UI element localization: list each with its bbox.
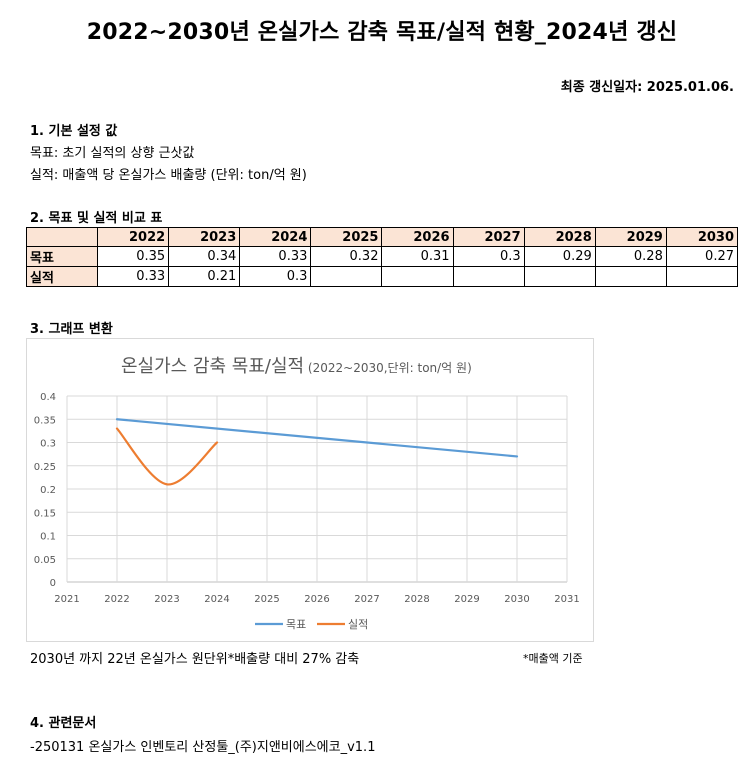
year-header: 2022 xyxy=(97,227,170,247)
target-definition: 목표: 초기 실적의 상향 근삿값 xyxy=(30,146,195,161)
table-cell: 0.28 xyxy=(594,246,667,267)
year-header: 2028 xyxy=(523,227,596,247)
table-cell xyxy=(594,266,667,287)
x-tick-label: 2028 xyxy=(404,594,429,605)
reduction-note: 2030년 까지 22년 온실가스 원단위*배출량 대비 27% 감축 xyxy=(30,652,360,667)
legend-label: 목표 xyxy=(286,618,306,631)
y-tick-label: 0.1 xyxy=(40,532,56,543)
table-cell xyxy=(452,266,525,287)
x-tick-label: 2029 xyxy=(454,594,479,605)
table-corner-cell xyxy=(25,227,99,247)
x-tick-label: 2031 xyxy=(554,594,579,605)
comparison-table: 2022 2023 2024 2025 2026 2027 2028 2029 … xyxy=(25,227,739,287)
x-tick-label: 2030 xyxy=(504,594,529,605)
series-line-actual xyxy=(115,427,219,486)
table-cell: 0.3 xyxy=(452,246,525,267)
chart-area: 온실가스 감축 목표/실적 (2022~2030,단위: ton/억 원) 0 0.… xyxy=(26,338,594,642)
series-line-target xyxy=(115,418,519,458)
chart-title: 온실가스 감축 목표/실적 (2022~2030,단위: ton/억 원) xyxy=(121,356,472,377)
x-tick-label: 2027 xyxy=(354,594,379,605)
actual-definition: 실적: 매출액 당 온실가스 배출량 (단위: ton/억 원) xyxy=(30,168,307,183)
year-header: 2027 xyxy=(452,227,525,247)
legend-label: 실적 xyxy=(348,618,368,631)
basis-note: *매출액 기준 xyxy=(523,652,583,665)
y-tick-label: 0.25 xyxy=(34,462,56,473)
y-tick-label: 0.35 xyxy=(34,415,56,426)
section-1-heading: 1. 기본 설정 값 xyxy=(30,124,118,139)
y-tick-label: 0 xyxy=(50,578,56,589)
table-header-row: 2022 2023 2024 2025 2026 2027 2028 2029 … xyxy=(25,227,739,247)
table-cell: 0.32 xyxy=(310,246,383,267)
year-header: 2029 xyxy=(594,227,667,247)
y-tick-label: 0.2 xyxy=(40,485,56,496)
table-cell: 0.21 xyxy=(168,266,241,287)
table-cell xyxy=(381,266,454,287)
table-cell: 0.33 xyxy=(97,266,170,287)
page-title: 2022~2030년 온실가스 감축 목표/실적 현황_2024년 갱신 xyxy=(86,20,678,45)
related-document: -250131 온실가스 인벤토리 산정툴_(주)지앤비에스에코_v1.1 xyxy=(30,740,376,755)
year-header: 2026 xyxy=(381,227,454,247)
year-header: 2024 xyxy=(239,227,312,247)
line-chart: 온실가스 감축 목표/실적 (2022~2030,단위: ton/억 원) 0 0.… xyxy=(34,356,580,631)
table-row-target: 목표 0.35 0.34 0.33 0.32 0.31 0.3 0.29 0.2… xyxy=(25,246,739,267)
x-tick-label: 2025 xyxy=(254,594,279,605)
table-cell: 0.29 xyxy=(523,246,596,267)
year-header: 2025 xyxy=(310,227,383,247)
section-3-heading: 3. 그래프 변환 xyxy=(30,322,113,337)
table-cell xyxy=(310,266,383,287)
x-tick-label: 2026 xyxy=(304,594,329,605)
table-row-actual: 실적 0.33 0.21 0.3 xyxy=(25,266,739,287)
x-tick-label: 2023 xyxy=(154,594,179,605)
update-date: 최종 갱신일자: 2025.01.06. xyxy=(560,80,734,95)
section-2-heading: 2. 목표 및 실적 비교 표 xyxy=(30,211,163,226)
y-tick-label: 0.3 xyxy=(40,439,56,450)
table-cell: 0.27 xyxy=(665,246,739,267)
row-label: 실적 xyxy=(25,266,99,287)
table-cell: 0.33 xyxy=(239,246,312,267)
table-cell: 0.31 xyxy=(381,246,454,267)
x-tick-label: 2024 xyxy=(204,594,229,605)
section-4-heading: 4. 관련문서 xyxy=(30,716,97,731)
x-tick-label: 2021 xyxy=(54,594,79,605)
table-cell xyxy=(523,266,596,287)
row-label: 목표 xyxy=(25,246,99,267)
table-cell xyxy=(665,266,739,287)
year-header: 2030 xyxy=(665,227,739,247)
table-cell: 0.3 xyxy=(239,266,312,287)
year-header: 2023 xyxy=(168,227,241,247)
x-tick-label: 2022 xyxy=(104,594,129,605)
y-tick-label: 0.05 xyxy=(34,555,56,566)
table-cell: 0.35 xyxy=(97,246,170,267)
table-cell: 0.34 xyxy=(168,246,241,267)
y-tick-label: 0.15 xyxy=(34,508,56,519)
y-tick-label: 0.4 xyxy=(40,392,56,403)
